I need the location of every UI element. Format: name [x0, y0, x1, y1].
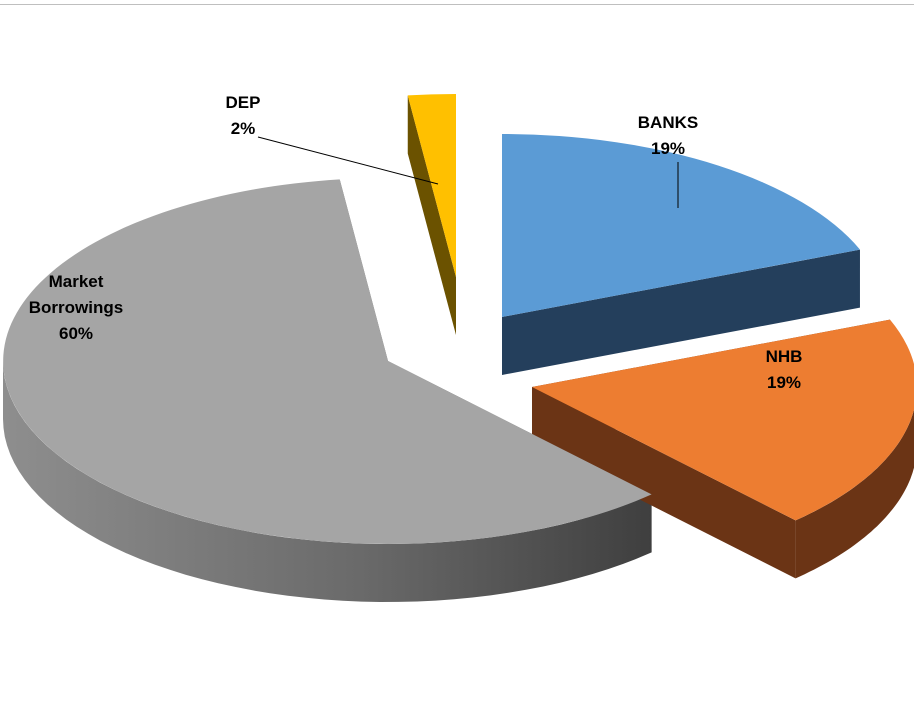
slice-side-banks — [502, 249, 860, 375]
slice-nhb — [532, 319, 914, 521]
data-label-market-borrowings: Market Borrowings 60% — [29, 272, 123, 343]
data-label-banks: BANKS 19% — [638, 113, 698, 158]
slice-side-dep — [407, 95, 456, 335]
top-divider — [0, 4, 914, 5]
slice-dep — [407, 93, 456, 278]
slice-banks — [502, 133, 860, 317]
data-label-nhb: NHB 19% — [766, 347, 803, 392]
slice-market-borrowings — [3, 179, 652, 544]
leader-line-dep — [257, 136, 439, 185]
data-label-dep: DEP 2% — [226, 93, 261, 138]
